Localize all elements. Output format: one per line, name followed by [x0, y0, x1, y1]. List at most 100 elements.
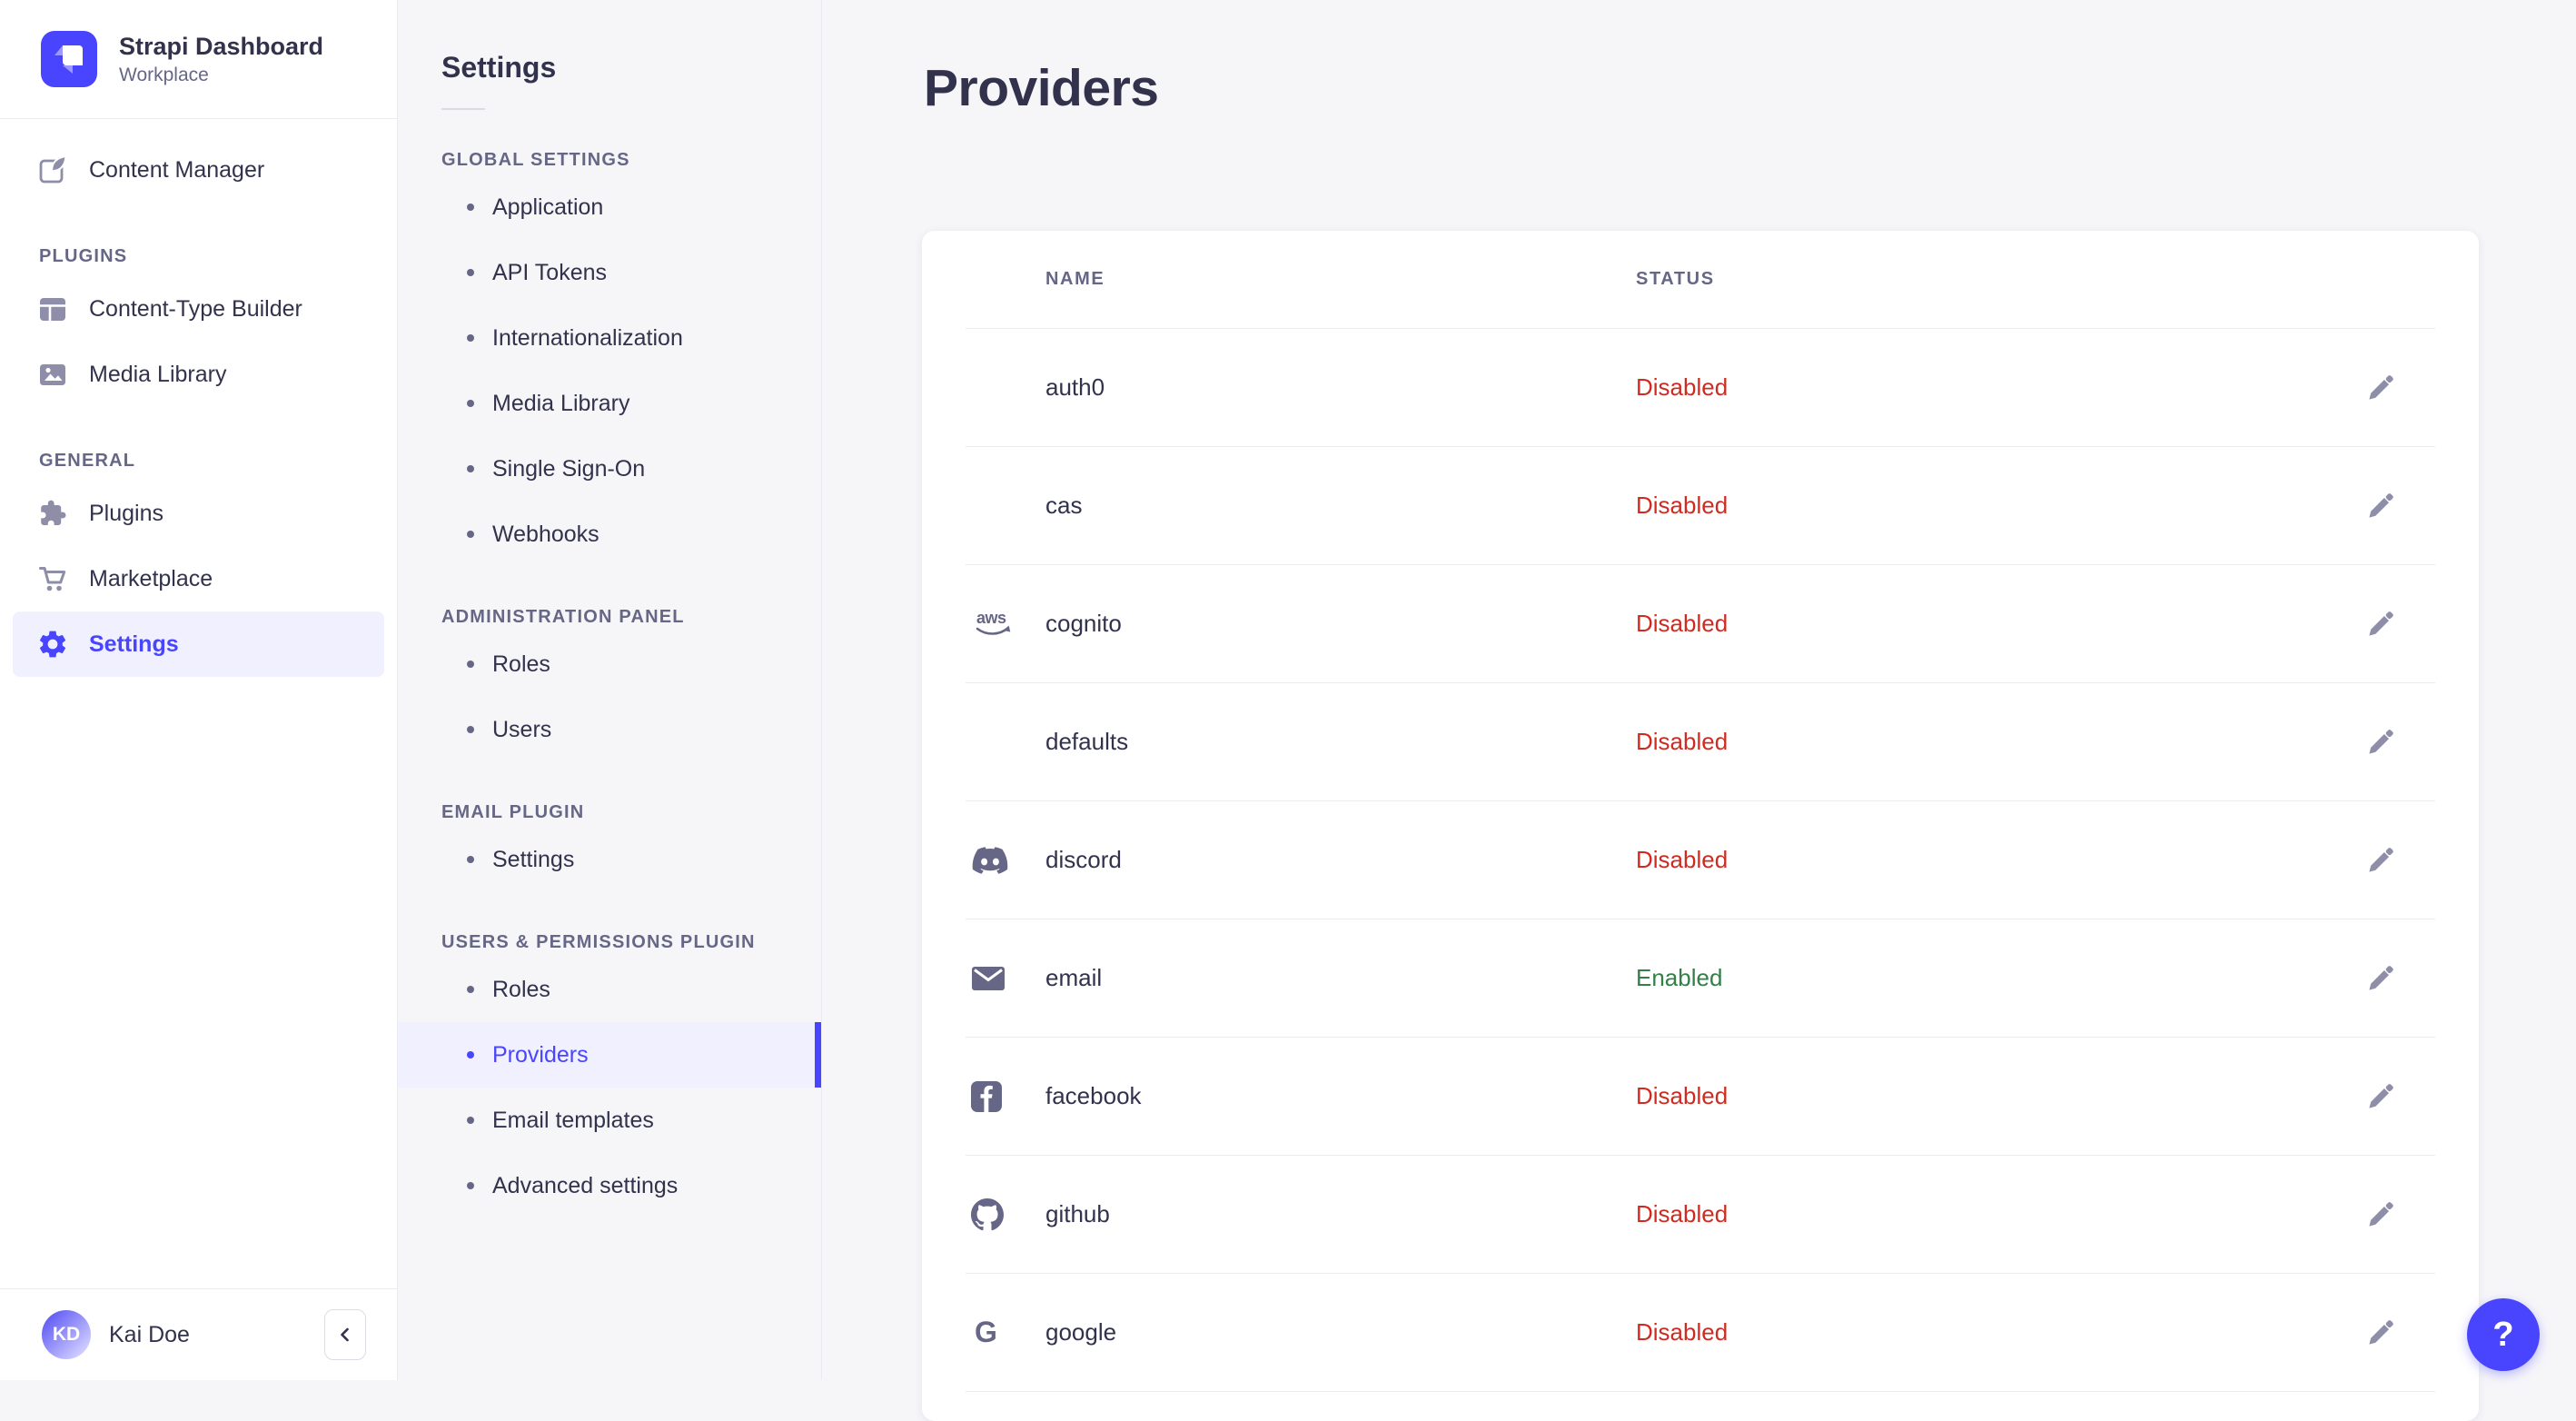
subnav-list-global: Application API Tokens Internationalizat… [398, 174, 821, 567]
provider-row-email: email Enabled [966, 919, 2435, 1038]
footer-divider [0, 1288, 397, 1289]
subnav-list-email: Settings [398, 827, 821, 892]
bullet-icon [467, 465, 474, 472]
provider-name: google [1045, 1318, 1117, 1346]
provider-icon-cell [966, 965, 1006, 992]
subnav-item-webhooks[interactable]: Webhooks [398, 502, 821, 567]
sidebar-item-label: Content Manager [89, 156, 265, 183]
settings-subnav: Settings GLOBAL SETTINGS Application API… [398, 0, 822, 1380]
status-text: Disabled [1636, 846, 1729, 873]
provider-row-discord: discord Disabled [966, 801, 2435, 919]
content-manager-icon [36, 154, 69, 186]
subnav-item-single-sign-on[interactable]: Single Sign-On [398, 436, 821, 502]
bullet-icon [467, 661, 474, 668]
bullet-icon [467, 1051, 474, 1058]
bullet-icon [467, 269, 474, 276]
subnav-item-internationalization[interactable]: Internationalization [398, 305, 821, 371]
edit-provider-button[interactable] [2355, 599, 2406, 650]
chevron-left-icon [341, 1327, 349, 1342]
provider-icon-cell: aws [966, 609, 1013, 640]
subnav-item-label: Application [492, 194, 604, 220]
subnav-item-providers[interactable]: Providers [398, 1022, 821, 1088]
subnav-item-media-library[interactable]: Media Library [398, 371, 821, 436]
provider-row-cognito: aws cognito Disabled [966, 565, 2435, 683]
sidebar-item-plugins[interactable]: Plugins [13, 481, 384, 546]
subnav-item-label: API Tokens [492, 259, 608, 285]
subnav-item-label: Advanced settings [492, 1172, 679, 1198]
svg-text:G: G [975, 1317, 997, 1348]
pencil-icon [2369, 847, 2393, 872]
sidebar-item-marketplace[interactable]: Marketplace [13, 546, 384, 611]
edit-provider-button[interactable] [2355, 1307, 2406, 1358]
providers-table-card: NAME STATUS auth0 Disabled cas Disabled [922, 231, 2479, 1421]
edit-provider-button[interactable] [2355, 835, 2406, 886]
pencil-icon [2369, 611, 2393, 636]
provider-name: cas [1045, 492, 1083, 519]
plugins-icon [36, 497, 69, 530]
edit-provider-button[interactable] [2355, 481, 2406, 532]
subnav-list-users-permissions: Roles Providers Email templates Advanced… [398, 957, 821, 1218]
edit-provider-button[interactable] [2355, 953, 2406, 1004]
subnav-item-up-roles[interactable]: Roles [398, 957, 821, 1022]
pencil-icon [2369, 1201, 2393, 1227]
settings-gear-icon [36, 628, 69, 661]
provider-row-auth0: auth0 Disabled [966, 329, 2435, 447]
pencil-icon [2369, 492, 2393, 518]
sidebar-divider [0, 118, 397, 119]
collapse-sidebar-button[interactable] [324, 1309, 366, 1360]
table-header-row: NAME STATUS [966, 231, 2435, 329]
subnav-item-admin-roles[interactable]: Roles [398, 631, 821, 697]
sidebar-section-plugins: PLUGINS [39, 246, 128, 266]
facebook-icon [971, 1080, 1002, 1112]
sidebar-item-label: Marketplace [89, 565, 213, 591]
subnav-item-email-settings[interactable]: Settings [398, 827, 821, 892]
edit-provider-button[interactable] [2355, 717, 2406, 768]
subnav-item-advanced-settings[interactable]: Advanced settings [398, 1153, 821, 1218]
subnav-item-label: Email templates [492, 1107, 654, 1133]
subnav-title-divider [441, 108, 485, 110]
edit-provider-button[interactable] [2355, 363, 2406, 413]
user-row: KD Kai Doe [0, 1289, 397, 1380]
sidebar-item-content-manager[interactable]: Content Manager [13, 137, 384, 203]
bullet-icon [467, 856, 474, 863]
provider-row-cas: cas Disabled [966, 447, 2435, 565]
subnav-item-label: Internationalization [492, 324, 683, 351]
pencil-icon [2369, 965, 2393, 990]
sidebar-item-settings[interactable]: Settings [13, 611, 384, 677]
google-icon: G [975, 1317, 997, 1348]
provider-icon-cell: G [966, 1317, 1004, 1349]
provider-name: facebook [1045, 1082, 1142, 1109]
subnav-item-email-templates[interactable]: Email templates [398, 1088, 821, 1153]
aws-icon: aws [976, 609, 1011, 635]
pencil-icon [2369, 1083, 2393, 1108]
subnav-item-admin-users[interactable]: Users [398, 697, 821, 762]
bullet-icon [467, 1182, 474, 1189]
help-button[interactable]: ? [2467, 1298, 2540, 1371]
subnav-item-label: Media Library [492, 390, 630, 416]
sidebar-item-label: Content-Type Builder [89, 295, 302, 322]
provider-row-facebook: facebook Disabled [966, 1038, 2435, 1156]
bullet-icon [467, 334, 474, 342]
edit-provider-button[interactable] [2355, 1189, 2406, 1240]
subnav-item-label: Single Sign-On [492, 455, 646, 482]
pencil-icon [2369, 1319, 2393, 1345]
workspace-switcher[interactable]: Strapi Dashboard Workplace [0, 0, 397, 118]
bullet-icon [467, 986, 474, 993]
bullet-icon [467, 1117, 474, 1124]
bullet-icon [467, 400, 474, 407]
brand-subtitle: Workplace [119, 64, 209, 85]
subnav-item-application[interactable]: Application [398, 174, 821, 240]
status-text: Disabled [1636, 492, 1729, 519]
column-header-name: NAME [1045, 269, 1105, 289]
brand-text: Strapi Dashboard Workplace [119, 32, 323, 85]
provider-name: auth0 [1045, 373, 1105, 401]
edit-provider-button[interactable] [2355, 1071, 2406, 1122]
provider-icon-cell [966, 1197, 1004, 1231]
subnav-section-administration-panel: ADMINISTRATION PANEL [441, 607, 685, 627]
sidebar-item-media-library[interactable]: Media Library [13, 342, 384, 407]
subnav-item-api-tokens[interactable]: API Tokens [398, 240, 821, 305]
main-sidebar: Strapi Dashboard Workplace Content Manag… [0, 0, 398, 1380]
sidebar-item-content-type-builder[interactable]: Content-Type Builder [13, 276, 384, 342]
subnav-item-label: Settings [492, 846, 575, 872]
subnav-section-users-permissions: USERS & PERMISSIONS PLUGIN [441, 932, 756, 952]
